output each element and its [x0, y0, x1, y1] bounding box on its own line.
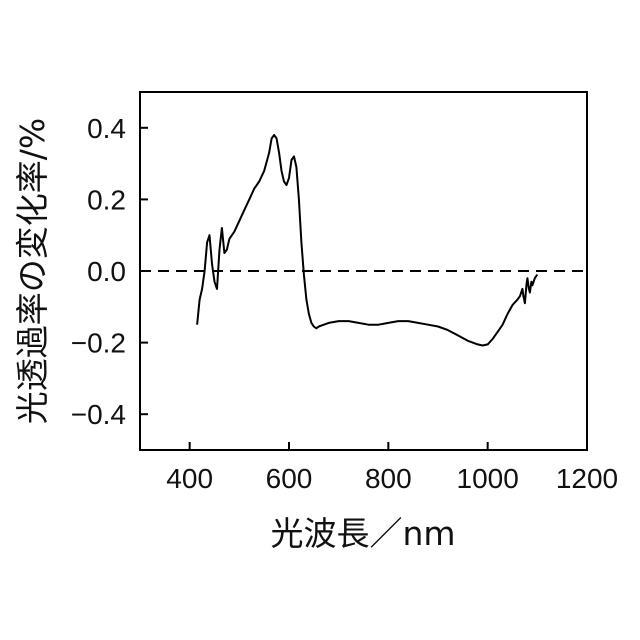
y-tick-label: 0.4	[87, 113, 126, 144]
x-tick-label: 800	[365, 463, 412, 494]
y-tick-label: 0.2	[87, 184, 126, 215]
series-group	[197, 135, 537, 346]
x-axis-label: 光波長／nm	[270, 514, 455, 553]
y-tick-label: −0.2	[71, 328, 126, 359]
x-tick-label: 1000	[457, 463, 519, 494]
y-ticks: 0.4 0.2 0.0 −0.2 −0.4	[71, 113, 148, 430]
x-tick-label: 400	[166, 463, 213, 494]
x-tick-label: 1200	[556, 463, 618, 494]
y-tick-label: 0.0	[87, 256, 126, 287]
x-tick-label: 600	[266, 463, 313, 494]
series-line-0	[197, 135, 537, 346]
y-tick-label: −0.4	[71, 399, 126, 430]
y-axis-label: 光透過率の変化率/%	[13, 118, 52, 424]
